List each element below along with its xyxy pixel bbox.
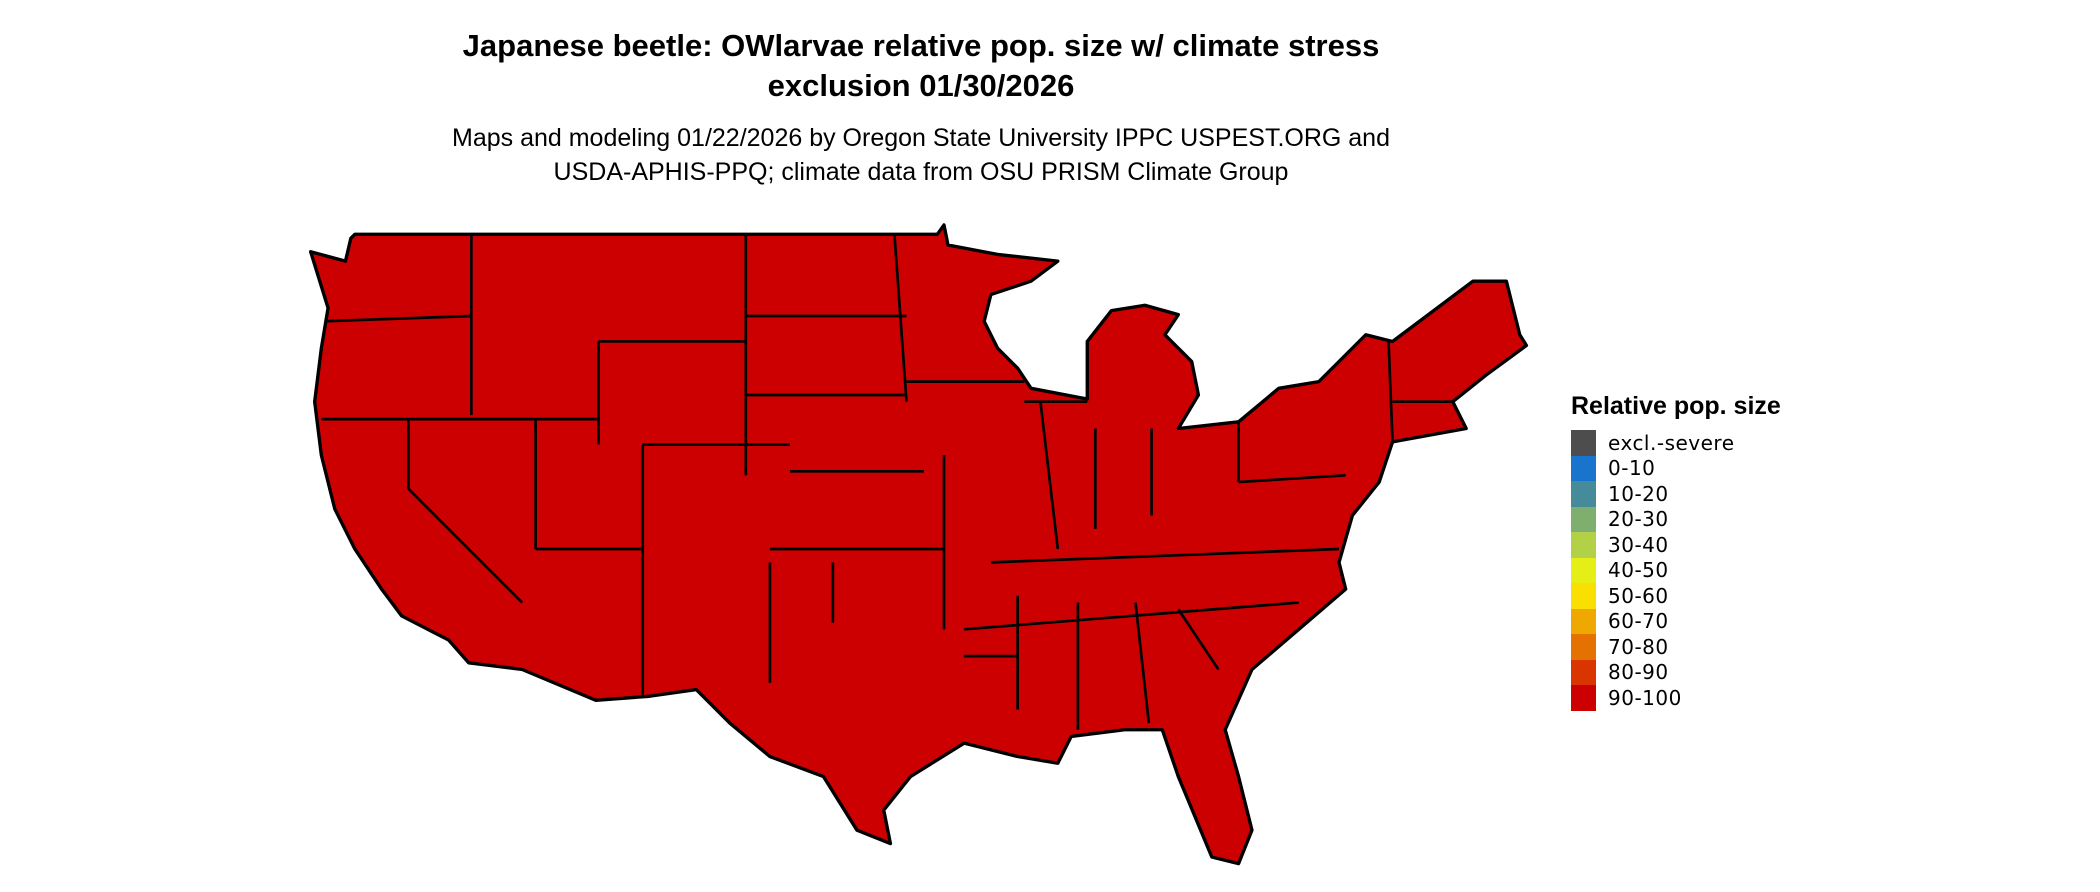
legend-label: 20-30 [1608, 507, 1669, 532]
legend-item: 10-20 [1571, 481, 1735, 507]
subtitle-line2: USDA-APHIS-PPQ; climate data from OSU PR… [553, 158, 1289, 186]
legend-label: excl.-severe [1608, 430, 1735, 455]
legend-item: 80-90 [1571, 659, 1735, 685]
legend-label: 90-100 [1608, 685, 1682, 710]
legend-swatch [1571, 583, 1596, 609]
state-border [321, 314, 472, 323]
legend-swatch [1571, 481, 1596, 507]
legend-label: 50-60 [1608, 583, 1669, 608]
legend-label: 40-50 [1608, 558, 1669, 583]
state-border [1238, 474, 1346, 484]
state-border [1177, 608, 1220, 671]
legend-swatch [1571, 634, 1596, 660]
us-outline [308, 223, 1529, 866]
subtitle-line1: Maps and modeling 01/22/2026 by Oregon S… [452, 124, 1390, 152]
legend-swatch [1571, 557, 1596, 583]
legend-swatch [1571, 532, 1596, 558]
legend-swatch [1571, 685, 1596, 711]
legend-swatch [1571, 506, 1596, 532]
legend-swatch [1571, 608, 1596, 634]
legend-swatch [1571, 430, 1596, 456]
legend-item: excl.-severe [1571, 430, 1735, 456]
legend-label: 60-70 [1608, 609, 1669, 634]
state-border [1039, 401, 1060, 550]
legend-item: 30-40 [1571, 532, 1735, 558]
legend-item: 60-70 [1571, 608, 1735, 634]
state-border [990, 547, 1340, 564]
legend-title: Relative pop. size [1571, 392, 1781, 420]
legend-item: 20-30 [1571, 506, 1735, 532]
map-title-line1: Japanese beetle: OWlarvae relative pop. … [462, 28, 1380, 63]
legend-label: 80-90 [1608, 660, 1669, 685]
legend-label: 70-80 [1608, 634, 1669, 659]
state-border [1134, 602, 1151, 724]
state-border [1387, 341, 1394, 442]
legend-item: 50-60 [1571, 583, 1735, 609]
legend-label: 30-40 [1608, 532, 1669, 557]
state-border [963, 601, 1299, 631]
legend-item: 0-10 [1571, 455, 1735, 481]
legend: excl.-severe 0-10 10-20 20-30 30-40 40-50 50-6… [1571, 430, 1735, 711]
legend-swatch [1571, 455, 1596, 481]
map-title-line2: exclusion 01/30/2026 [767, 68, 1075, 103]
legend-item: 40-50 [1571, 557, 1735, 583]
legend-swatch [1571, 659, 1596, 685]
state-borders [321, 234, 1460, 730]
legend-label: 10-20 [1608, 481, 1669, 506]
state-border [407, 487, 524, 604]
legend-label: 0-10 [1608, 456, 1656, 481]
legend-item: 70-80 [1571, 634, 1735, 660]
legend-item: 90-100 [1571, 685, 1735, 711]
state-border [893, 234, 908, 402]
